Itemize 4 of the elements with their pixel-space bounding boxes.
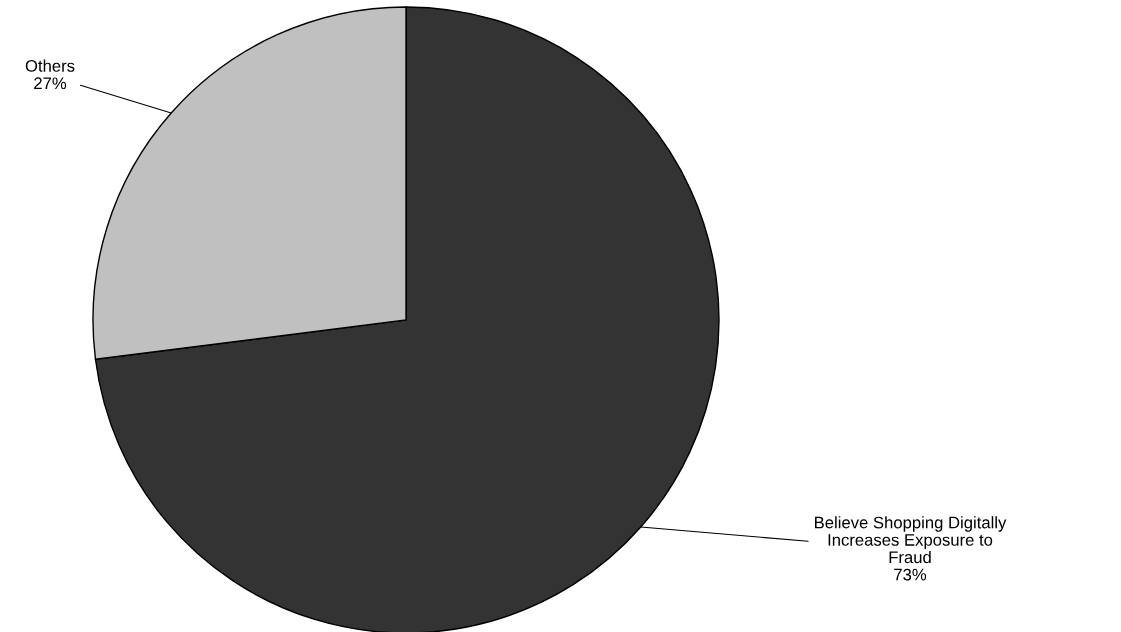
data-label: 27% xyxy=(34,77,67,90)
slice-label: Believe Shopping Digitally Increases Exposure to Fraud xyxy=(815,516,1007,564)
data-label: 73% xyxy=(894,568,927,581)
slice-label: Others xyxy=(25,59,75,72)
